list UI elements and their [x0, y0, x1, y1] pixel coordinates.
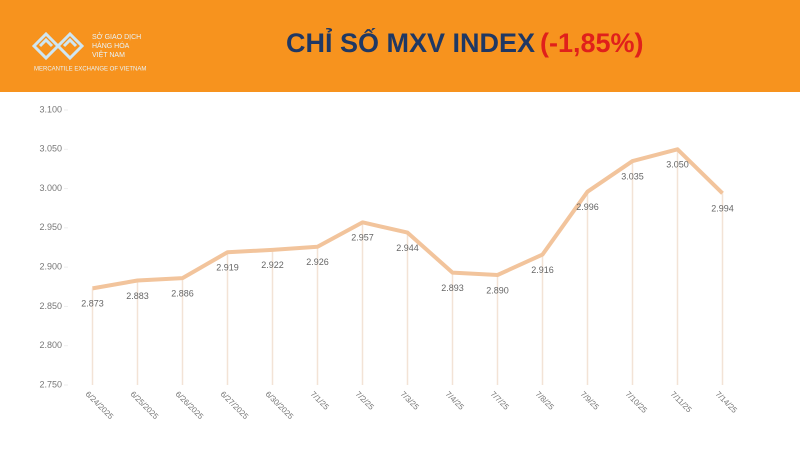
data-label: 2.883: [126, 291, 149, 301]
x-tick-label: 6/27/2025: [219, 390, 251, 422]
data-label: 3.050: [666, 160, 689, 170]
header-band: [0, 0, 800, 92]
logo-text: VIỆT NAM: [92, 50, 125, 59]
y-tick-label: 2.950: [39, 222, 62, 232]
y-tick-label: 3.000: [39, 183, 62, 193]
data-label: 2.886: [171, 289, 194, 299]
x-tick-label: 6/30/2025: [264, 390, 296, 422]
x-tick-label: 7/8/25: [534, 390, 556, 412]
data-label: 2.944: [396, 243, 419, 253]
data-label: 2.922: [261, 260, 284, 270]
logo-text: SỞ GIAO DỊCH: [92, 32, 141, 41]
data-label: 2.926: [306, 257, 329, 267]
title-change: (-1,85%): [540, 28, 644, 58]
data-label: 2.957: [351, 233, 374, 243]
x-tick-label: 7/11/25: [669, 390, 694, 415]
x-tick-label: 7/3/25: [399, 390, 421, 412]
data-label: 2.890: [486, 285, 509, 295]
data-label: 3.035: [621, 171, 644, 181]
y-tick-label: 3.100: [39, 104, 62, 114]
data-label: 2.919: [216, 263, 239, 273]
logo-icon: [31, 31, 85, 61]
x-tick-label: 7/2/25: [354, 390, 376, 412]
x-tick-label: 7/4/25: [444, 390, 466, 412]
y-tick-label: 2.850: [39, 301, 62, 311]
x-tick-label: 7/9/25: [579, 390, 601, 412]
x-tick-label: 7/10/25: [624, 390, 650, 416]
data-label: 2.893: [441, 283, 464, 293]
data-label: 2.916: [531, 265, 554, 275]
y-tick-label: 2.900: [39, 262, 62, 272]
y-tick-label: 2.800: [39, 340, 62, 350]
y-tick-label: 2.750: [39, 379, 62, 389]
y-tick-label: 3.050: [39, 144, 62, 154]
x-tick-label: 7/14/25: [714, 390, 740, 416]
data-label: 2.996: [576, 202, 599, 212]
data-label: 2.994: [711, 204, 734, 214]
x-tick-label: 6/24/2025: [84, 390, 116, 422]
x-tick-label: 6/25/2025: [129, 390, 161, 422]
logo-text: HÀNG HÓA: [92, 41, 130, 50]
logo-tagline: MERCANTILE EXCHANGE OF VIETNAM: [34, 67, 146, 73]
x-tick-label: 6/26/2025: [174, 390, 206, 422]
x-tick-label: 7/1/25: [309, 390, 331, 412]
x-tick-label: 7/7/25: [489, 390, 511, 412]
chart-title: CHỈ SỐ MXV INDEX: [286, 26, 535, 58]
data-label: 2.873: [81, 299, 104, 309]
series-line: [92, 147, 724, 291]
